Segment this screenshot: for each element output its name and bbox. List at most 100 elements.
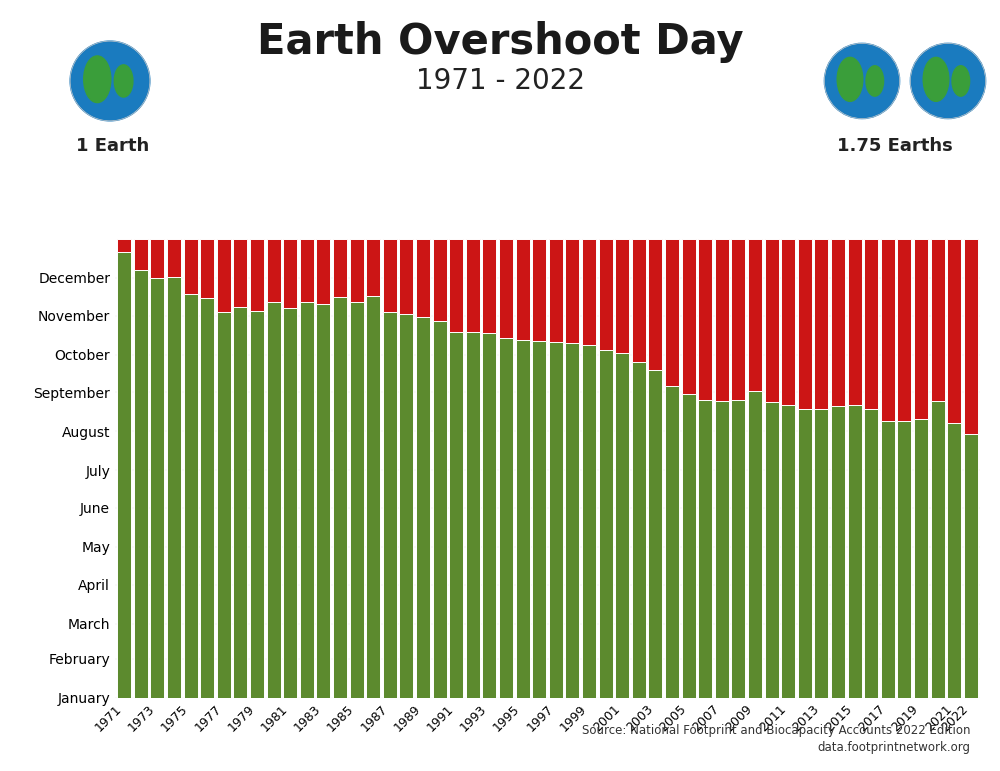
- Bar: [947, 423, 961, 698]
- Ellipse shape: [837, 57, 863, 101]
- Bar: [449, 239, 463, 332]
- Bar: [897, 239, 911, 421]
- Bar: [632, 239, 646, 362]
- Bar: [150, 239, 164, 278]
- Bar: [267, 302, 281, 698]
- Bar: [648, 239, 662, 370]
- Bar: [350, 302, 364, 698]
- Bar: [881, 421, 895, 698]
- Bar: [482, 333, 496, 698]
- Bar: [964, 434, 978, 698]
- Bar: [565, 239, 579, 343]
- Bar: [665, 239, 679, 386]
- Bar: [433, 321, 447, 698]
- Bar: [549, 239, 563, 342]
- Text: Earth Overshoot Day: Earth Overshoot Day: [257, 22, 743, 63]
- Bar: [881, 239, 895, 421]
- Bar: [914, 419, 928, 698]
- Circle shape: [70, 41, 150, 121]
- Bar: [200, 239, 214, 298]
- Bar: [582, 345, 596, 698]
- Bar: [781, 239, 795, 405]
- Bar: [615, 239, 629, 353]
- Bar: [698, 400, 712, 698]
- Bar: [814, 409, 828, 698]
- Bar: [848, 405, 862, 698]
- Bar: [134, 271, 148, 698]
- Bar: [366, 295, 380, 698]
- Bar: [333, 297, 347, 698]
- Text: Source: National Footprint and Biocapacity Accounts 2022 Edition: Source: National Footprint and Biocapaci…: [582, 724, 970, 736]
- Bar: [599, 349, 613, 698]
- Bar: [516, 339, 530, 698]
- Bar: [167, 239, 181, 277]
- Bar: [200, 298, 214, 698]
- Bar: [466, 239, 480, 332]
- Bar: [632, 362, 646, 698]
- Circle shape: [910, 43, 986, 119]
- Bar: [482, 239, 496, 333]
- Bar: [184, 295, 198, 698]
- Bar: [748, 391, 762, 698]
- Bar: [383, 239, 397, 312]
- Bar: [748, 239, 762, 391]
- Text: data.footprintnetwork.org: data.footprintnetwork.org: [817, 742, 970, 754]
- Ellipse shape: [114, 65, 133, 97]
- Bar: [931, 239, 945, 401]
- Bar: [781, 405, 795, 698]
- Bar: [831, 239, 845, 406]
- Bar: [250, 239, 264, 311]
- Bar: [267, 239, 281, 302]
- Bar: [134, 239, 148, 271]
- Bar: [814, 239, 828, 409]
- Bar: [117, 251, 131, 698]
- Bar: [117, 239, 131, 251]
- Bar: [831, 406, 845, 698]
- Bar: [333, 239, 347, 297]
- Bar: [383, 312, 397, 698]
- Bar: [549, 342, 563, 698]
- Bar: [864, 409, 878, 698]
- Bar: [433, 239, 447, 321]
- Bar: [599, 239, 613, 349]
- Ellipse shape: [866, 66, 884, 96]
- Bar: [565, 343, 579, 698]
- Bar: [532, 239, 546, 341]
- Bar: [150, 278, 164, 698]
- Bar: [217, 312, 231, 698]
- Bar: [217, 239, 231, 312]
- Bar: [316, 239, 330, 305]
- Text: 1.75 Earths: 1.75 Earths: [837, 137, 953, 156]
- Bar: [765, 239, 779, 402]
- Bar: [897, 421, 911, 698]
- Bar: [715, 401, 729, 698]
- Ellipse shape: [84, 56, 111, 103]
- Bar: [682, 239, 696, 394]
- Bar: [931, 401, 945, 698]
- Bar: [864, 239, 878, 409]
- Bar: [798, 239, 812, 409]
- Bar: [449, 332, 463, 698]
- Bar: [184, 239, 198, 295]
- Bar: [233, 239, 247, 307]
- Bar: [350, 239, 364, 302]
- Bar: [731, 239, 745, 400]
- Bar: [665, 386, 679, 698]
- Bar: [416, 317, 430, 698]
- Bar: [499, 338, 513, 698]
- Bar: [300, 239, 314, 302]
- Bar: [283, 308, 297, 698]
- Bar: [399, 315, 413, 698]
- Bar: [648, 370, 662, 698]
- Bar: [283, 239, 297, 308]
- Bar: [615, 353, 629, 698]
- Bar: [798, 409, 812, 698]
- Bar: [316, 305, 330, 698]
- Circle shape: [824, 43, 900, 119]
- Bar: [947, 239, 961, 423]
- Bar: [516, 239, 530, 339]
- Bar: [964, 239, 978, 434]
- Bar: [499, 239, 513, 338]
- Bar: [416, 239, 430, 317]
- Bar: [167, 277, 181, 698]
